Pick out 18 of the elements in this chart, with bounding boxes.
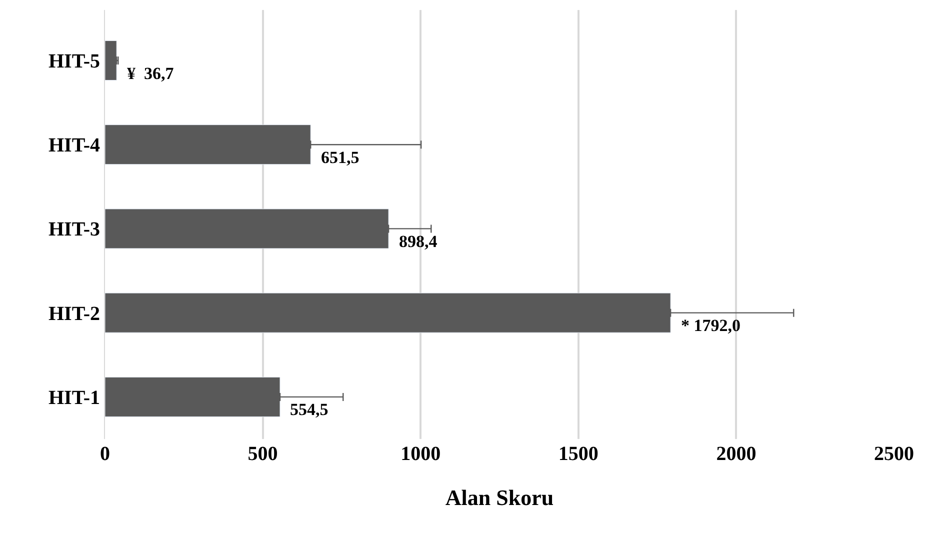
y-tick-label: HIT-4 [48,134,100,157]
y-tick-label: HIT-2 [48,302,100,325]
x-tick-label: 2000 [716,443,756,465]
x-tick-label: 1000 [400,443,441,465]
data-label: 898,4 [399,232,438,251]
data-label: * 1792,0 [681,316,740,335]
bar [105,40,117,80]
y-tick-label: HIT-3 [48,218,100,241]
data-label: 554,5 [290,400,328,419]
x-tick-label: 1500 [558,443,598,465]
data-label: ¥ 36,7 [127,64,174,83]
data-label: 651,5 [321,148,360,167]
x-tick-label: 0 [100,443,110,465]
x-axis-title: Alan Skoru [445,484,554,510]
x-tick-label: 2500 [874,443,914,465]
y-tick-label: HIT-1 [48,386,100,409]
x-tick-label: 500 [248,443,278,465]
y-tick-label: HIT-5 [48,50,100,72]
